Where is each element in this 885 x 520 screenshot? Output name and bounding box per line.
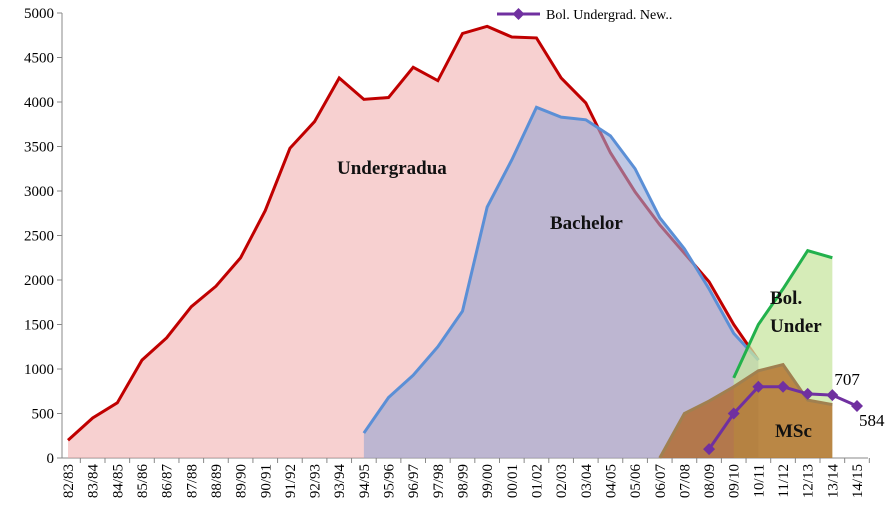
- area-line: [362, 105, 760, 434]
- x-tick-label: 93/94: [332, 464, 348, 499]
- x-tick-label: 09/10: [727, 464, 743, 498]
- marker: [851, 400, 863, 413]
- x-tick-label: 88/89: [209, 464, 225, 498]
- y-tick-label: 4000: [24, 95, 54, 111]
- marker: [752, 380, 765, 393]
- value-label: 707: [834, 370, 860, 389]
- x-tick-label: 01/02: [529, 464, 545, 498]
- marker: [703, 443, 716, 456]
- x-tick-label: 11/12: [776, 464, 792, 498]
- x-tick-label: 00/01: [505, 464, 521, 498]
- y-tick-label: 3000: [24, 184, 54, 200]
- x-tick-label: 87/88: [184, 464, 200, 498]
- area: [363, 107, 759, 458]
- marker: [801, 387, 814, 400]
- y-tick-label: 2500: [24, 229, 54, 245]
- y-tick-label: 3500: [24, 140, 54, 156]
- x-tick-label: 91/92: [283, 464, 299, 498]
- x-tick-label: 86/87: [160, 464, 176, 499]
- x-tick-label: 03/04: [579, 464, 595, 499]
- x-tick-label: 89/90: [234, 464, 250, 498]
- legend-label: Bol. Undergrad. New..: [546, 8, 672, 23]
- area-line: [732, 248, 833, 379]
- x-tick-label: 92/93: [308, 464, 324, 498]
- x-tick-label: 85/86: [135, 464, 151, 499]
- y-tick-label: 1000: [24, 362, 54, 378]
- x-tick-label: 06/07: [653, 464, 669, 499]
- x-tick-label: 12/13: [801, 464, 817, 498]
- x-tick-label: 98/99: [456, 464, 472, 498]
- x-tick-label: 84/85: [110, 464, 126, 498]
- x-tick-label: 96/97: [406, 464, 422, 499]
- x-tick-label: 99/00: [480, 464, 496, 498]
- marker: [727, 407, 740, 420]
- area-label: Bachelor: [550, 213, 623, 234]
- x-tick-label: 07/08: [677, 464, 693, 498]
- y-tick-label: 2000: [24, 273, 54, 289]
- value-label: 584: [859, 411, 885, 430]
- y-tick-label: 500: [32, 407, 55, 423]
- marker: [777, 380, 790, 393]
- x-tick-label: 82/83: [61, 464, 77, 498]
- x-tick-label: 94/95: [357, 464, 373, 498]
- x-tick-label: 10/11: [751, 464, 767, 498]
- y-tick-label: 0: [47, 451, 55, 467]
- x-tick-label: 83/84: [86, 464, 102, 499]
- legend-marker: [512, 8, 525, 20]
- y-tick-label: 1500: [24, 318, 54, 334]
- x-tick-label: 02/03: [554, 464, 570, 498]
- area-label: Undergradua: [337, 158, 447, 179]
- x-tick-label: 14/15: [850, 464, 866, 498]
- area-label: MSc: [775, 421, 812, 442]
- y-tick-label: 5000: [24, 6, 54, 22]
- y-tick-label: 4500: [24, 51, 54, 67]
- marker: [826, 389, 839, 402]
- x-tick-label: 95/96: [382, 464, 398, 499]
- x-tick-label: 97/98: [431, 464, 447, 498]
- x-tick-label: 08/09: [702, 464, 718, 498]
- x-tick-label: 90/91: [258, 464, 274, 498]
- x-tick-label: 13/14: [825, 464, 841, 499]
- x-tick-label: 05/06: [628, 464, 644, 499]
- area-label: Bol. Under: [770, 288, 822, 337]
- x-tick-label: 04/05: [603, 464, 619, 498]
